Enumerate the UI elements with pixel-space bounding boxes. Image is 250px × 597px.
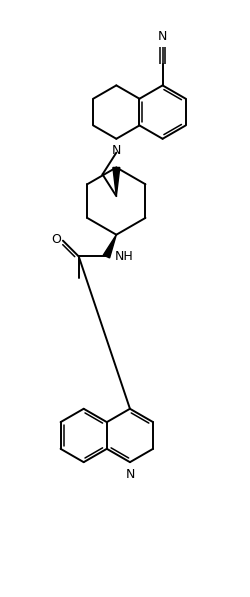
Polygon shape xyxy=(103,235,116,258)
Text: NH: NH xyxy=(114,250,132,263)
Text: N: N xyxy=(125,468,134,481)
Text: N: N xyxy=(111,144,120,157)
Text: N: N xyxy=(157,30,166,43)
Text: O: O xyxy=(51,233,61,246)
Polygon shape xyxy=(112,168,119,196)
